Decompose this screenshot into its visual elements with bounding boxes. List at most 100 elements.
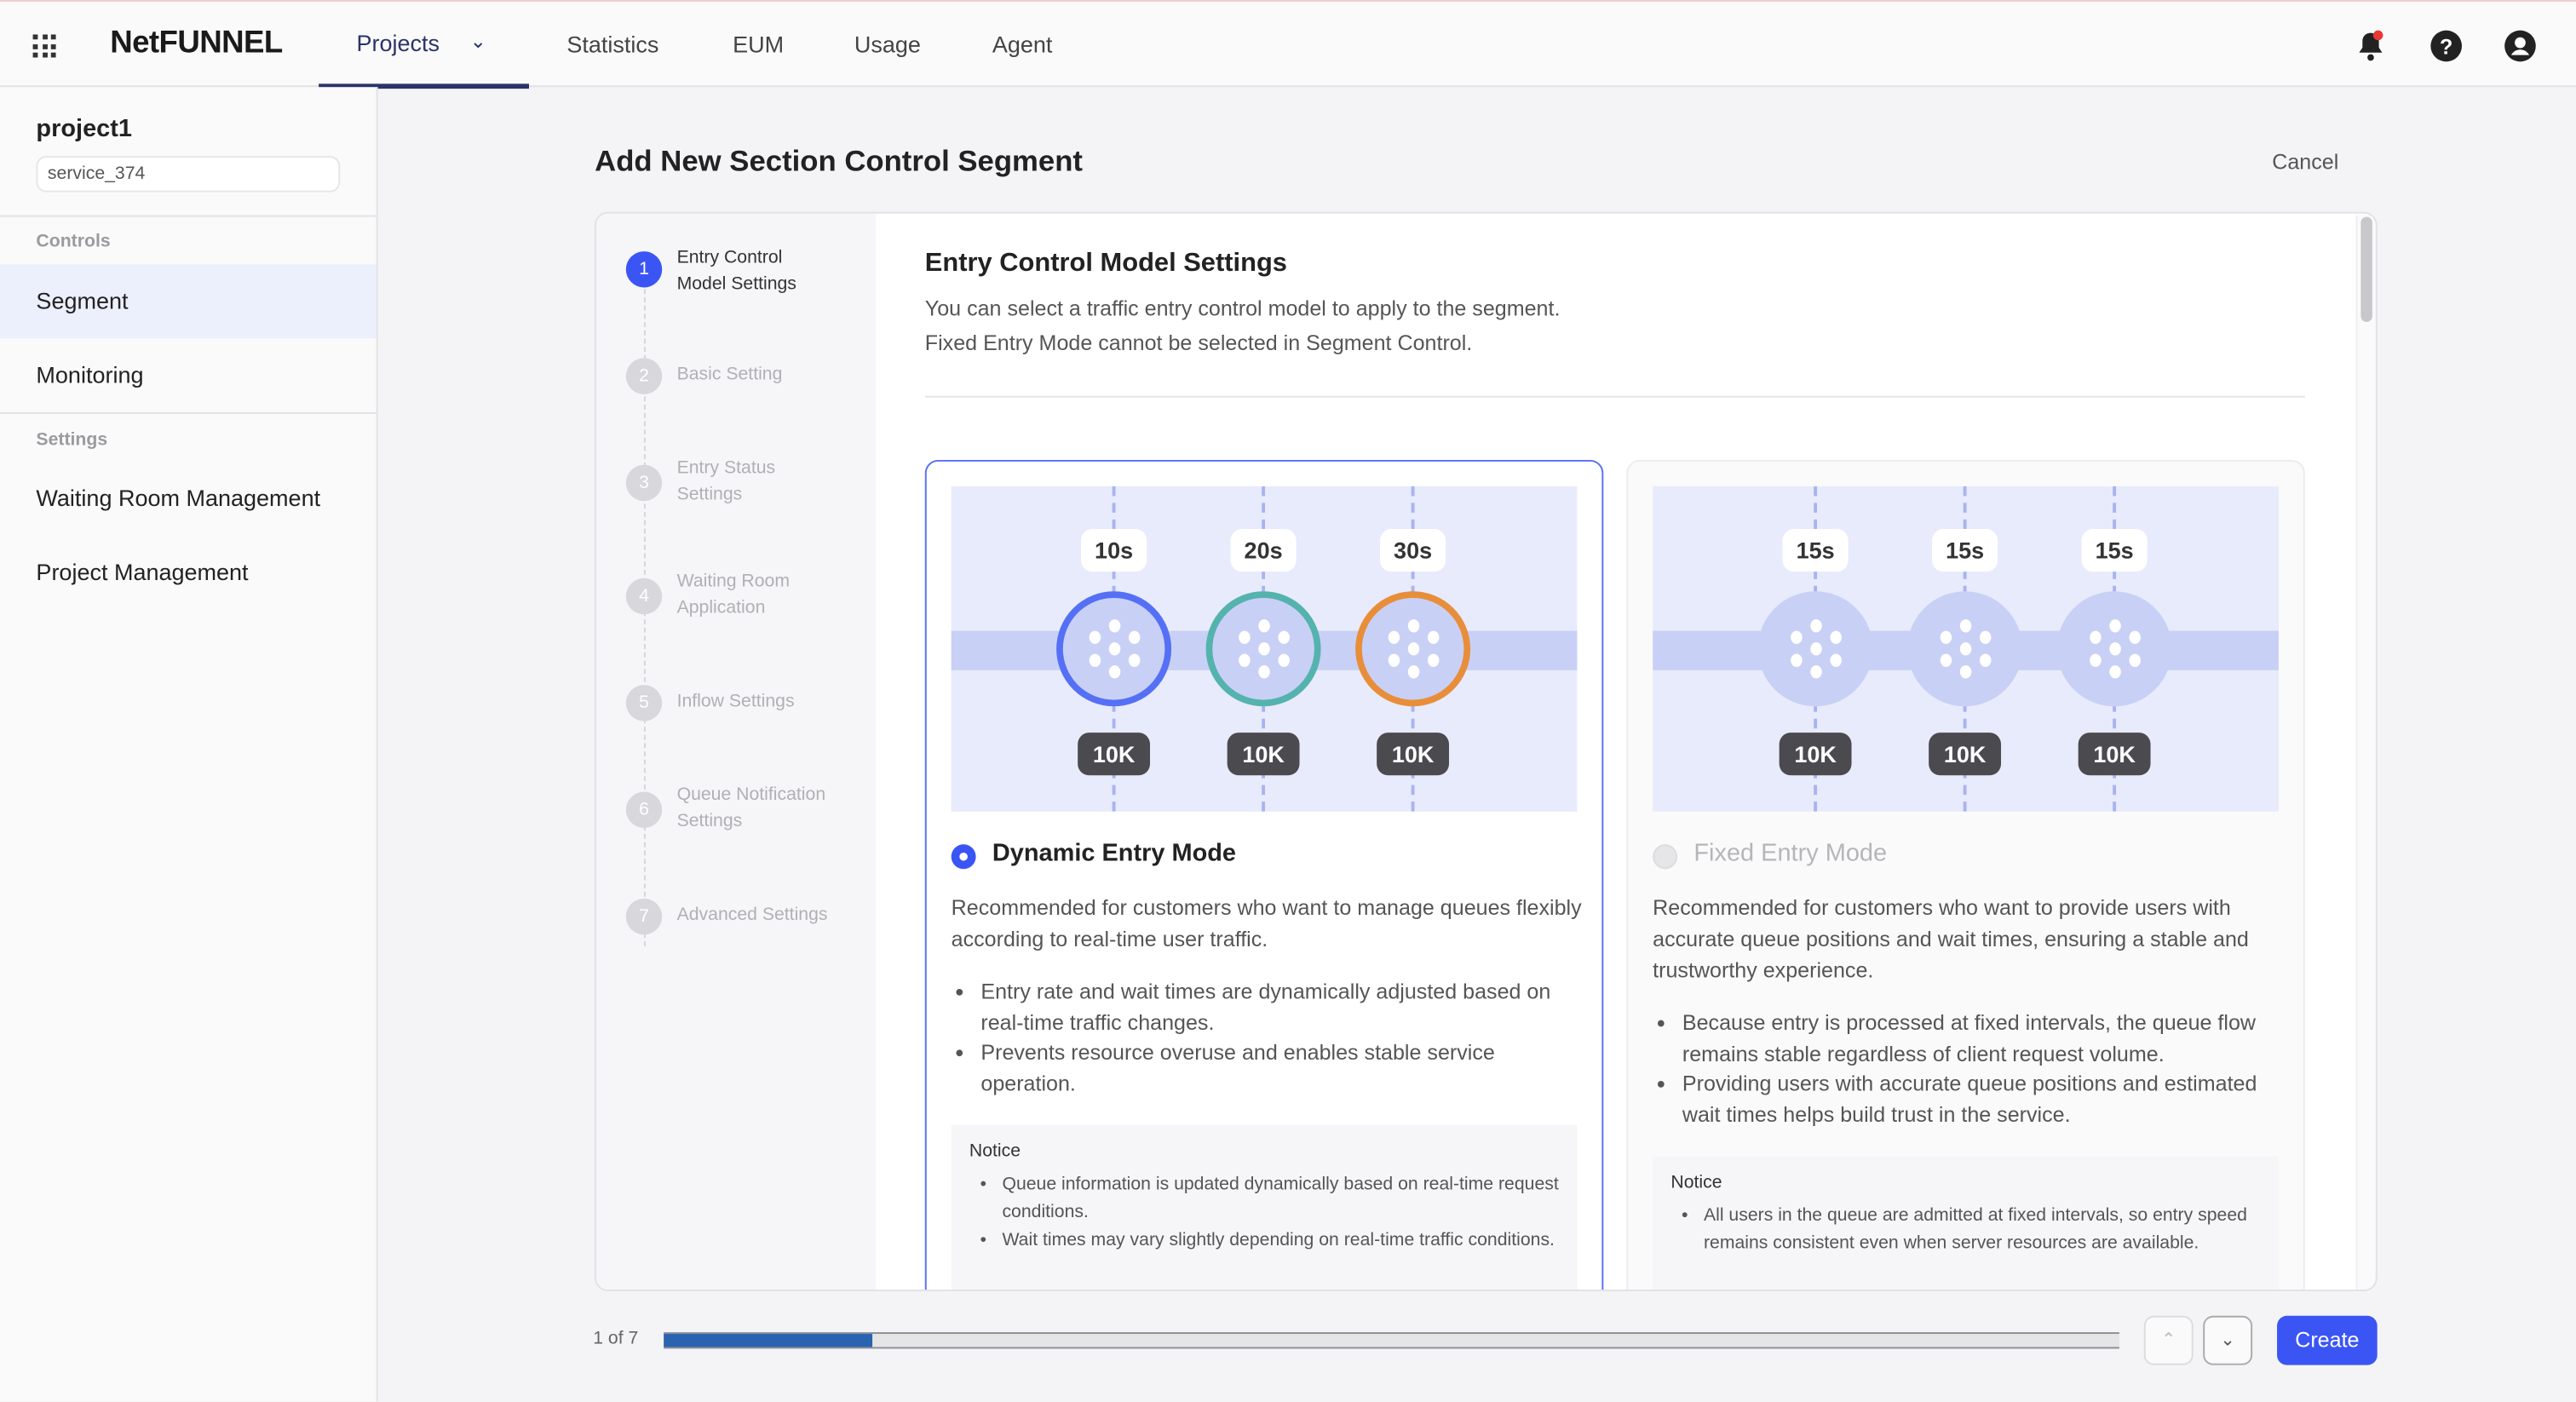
dot xyxy=(1238,653,1250,668)
dot xyxy=(1978,630,1991,645)
help-icon[interactable]: ? xyxy=(2429,30,2463,63)
bullet: Providing users with accurate queue posi… xyxy=(1682,1070,2286,1130)
dot xyxy=(1426,630,1439,645)
page-title: Add New Section Control Segment xyxy=(595,144,1084,178)
step-number: 3 xyxy=(625,464,663,502)
dot xyxy=(1809,619,1821,633)
scrollbar[interactable] xyxy=(2355,215,2376,1290)
time-label: 15s xyxy=(1932,529,1998,572)
dot xyxy=(1127,653,1140,668)
option-desc: Recommended for customers who want to ma… xyxy=(951,895,1582,951)
step-number: 2 xyxy=(625,358,663,394)
tab-usage[interactable]: Usage xyxy=(854,31,921,58)
notice-item: All users in the queue are admitted at f… xyxy=(1704,1203,2261,1259)
dot xyxy=(1829,630,1841,645)
dot xyxy=(1790,653,1802,668)
bullet: Because entry is processed at fixed inte… xyxy=(1682,1008,2286,1069)
radio-disabled xyxy=(1653,844,1678,870)
divider xyxy=(0,215,377,217)
divider xyxy=(0,412,377,415)
previous-button[interactable]: ⌃ xyxy=(2143,1315,2194,1365)
section-label-controls: Controls xyxy=(36,231,111,252)
notice-title: Notice xyxy=(969,1141,1021,1162)
step-number: 1 xyxy=(625,251,663,288)
step-label: Queue Notification Settings xyxy=(676,784,826,830)
dot xyxy=(2089,630,2101,645)
dot xyxy=(1088,653,1101,668)
dot xyxy=(1958,619,1971,633)
dot xyxy=(1406,642,1419,656)
chevron-down-icon: ⌄ xyxy=(469,29,486,53)
tab-label: Projects xyxy=(356,29,440,56)
count-label: 10K xyxy=(1377,733,1450,776)
dot xyxy=(1939,653,1952,668)
option-title: Fixed Entry Mode xyxy=(1693,839,1888,868)
time-label: 15s xyxy=(2081,529,2148,572)
next-button[interactable]: ⌄ xyxy=(2203,1315,2253,1365)
progress-fill xyxy=(664,1334,872,1347)
step-number: 7 xyxy=(625,898,663,935)
dot xyxy=(1107,642,1120,656)
step-label: Entry Status Settings xyxy=(676,458,776,504)
dot xyxy=(1426,653,1439,668)
tab-projects[interactable]: Projects ⌄ xyxy=(319,2,530,89)
scrollbar-thumb[interactable] xyxy=(2360,216,2372,323)
dot xyxy=(1387,653,1400,668)
sidebar-item-monitoring[interactable]: Monitoring xyxy=(36,361,144,388)
tab-eum[interactable]: EUM xyxy=(733,31,785,58)
svg-text:?: ? xyxy=(2440,36,2452,60)
step-label: Waiting Room Application xyxy=(676,572,791,618)
chevron-down-icon: ⌄ xyxy=(2220,1330,2236,1351)
dot xyxy=(1257,619,1269,633)
radio-selected[interactable] xyxy=(951,844,976,870)
dot xyxy=(2128,630,2141,645)
tab-statistics[interactable]: Statistics xyxy=(566,31,659,58)
notice-item: Queue information is updated dynamically… xyxy=(1002,1171,1559,1227)
dot xyxy=(1088,630,1101,645)
dot xyxy=(1809,665,1821,679)
option-dynamic-entry-mode[interactable]: 10s 20s 30s 10K 10K 10K Dynamic Entry Mo… xyxy=(924,460,1604,1290)
sidebar-item-segment[interactable]: Segment xyxy=(0,264,377,339)
chevron-up-icon: ⌃ xyxy=(2160,1330,2176,1351)
logo[interactable]: NetFUNNEL xyxy=(110,26,283,61)
dot xyxy=(2108,619,2120,633)
dot xyxy=(1939,630,1952,645)
dot xyxy=(1809,642,1821,656)
dot xyxy=(1790,630,1802,645)
tab-agent[interactable]: Agent xyxy=(992,31,1053,58)
section-title: Entry Control Model Settings xyxy=(924,250,1287,278)
circle-icon xyxy=(1907,591,2023,707)
step-label: Entry Control Model Settings xyxy=(676,248,796,294)
service-selector[interactable]: service_374 xyxy=(36,156,341,192)
stepper: 1 Entry Control Model Settings 2 Basic Set… xyxy=(596,213,876,1290)
sidebar-item-waiting-room-management[interactable]: Waiting Room Management xyxy=(36,484,321,511)
notice-box: Notice Queue information is updated dyna… xyxy=(951,1125,1578,1290)
grid-icon[interactable] xyxy=(32,34,56,58)
sidebar: project1 service_374 Controls Segment Mo… xyxy=(0,87,378,1402)
sidebar-item-project-management[interactable]: Project Management xyxy=(36,558,249,585)
dot xyxy=(1406,619,1419,633)
user-icon[interactable] xyxy=(2504,30,2537,63)
dot xyxy=(2108,642,2120,656)
dot xyxy=(1257,665,1269,679)
progress-bar xyxy=(664,1332,2119,1349)
bullet: Entry rate and wait times are dynamicall… xyxy=(980,978,1584,1038)
count-label: 10K xyxy=(1929,733,2002,776)
step-number: 5 xyxy=(625,685,663,721)
ring-icon xyxy=(1355,591,1471,707)
notice-title: Notice xyxy=(1670,1173,1722,1193)
dot xyxy=(1107,665,1120,679)
dot xyxy=(1978,653,1991,668)
option-fixed-entry-mode: 15s 15s 15s 10K 10K 10K Fixed Entry Mode… xyxy=(1626,460,2305,1290)
section-desc-2: Fixed Entry Mode cannot be selected in S… xyxy=(924,330,1473,355)
dot xyxy=(2128,653,2141,668)
section-desc-1: You can select a traffic entry control m… xyxy=(924,296,1561,321)
bullet: Prevents resource overuse and enables st… xyxy=(980,1038,1584,1099)
dot xyxy=(1829,653,1841,668)
dot xyxy=(1127,630,1140,645)
dot xyxy=(1958,642,1971,656)
create-button[interactable]: Create xyxy=(2277,1315,2378,1365)
dot xyxy=(1958,665,1971,679)
bell-icon[interactable] xyxy=(2356,30,2386,63)
cancel-button[interactable]: Cancel xyxy=(2272,149,2339,175)
